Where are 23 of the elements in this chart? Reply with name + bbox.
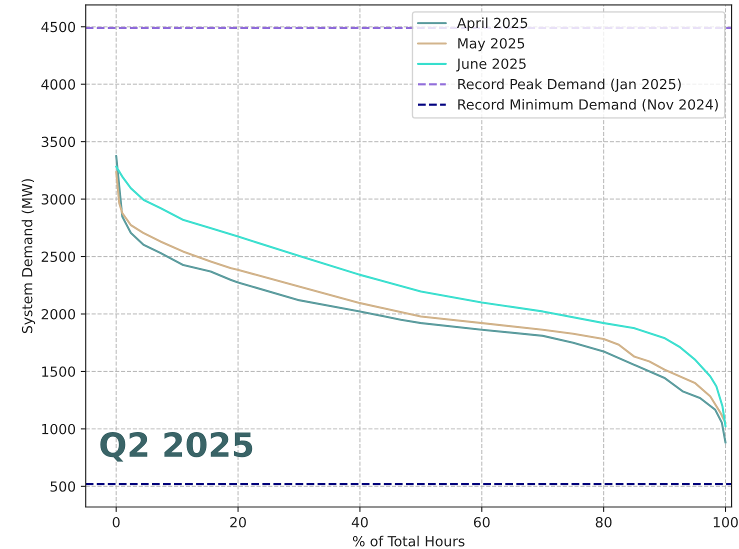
y-tick-label: 3000 — [42, 194, 76, 205]
x-axis-title: % of Total Hours — [352, 536, 464, 546]
y-tick-label: 3500 — [42, 136, 76, 148]
y-tick-label: 2000 — [42, 308, 76, 320]
y-axis-title: System Demand (MW) — [22, 179, 36, 334]
y-tick-label: 4000 — [41, 79, 76, 90]
annotation: Q2 2025 — [100, 432, 252, 462]
legend-label: June 2025 — [456, 58, 526, 72]
y-tick-label: 2500 — [42, 252, 76, 262]
x-tick-label: 40 — [352, 516, 368, 528]
y-tick-label: 1500 — [42, 366, 76, 377]
y-tick-label: 4500 — [41, 22, 76, 32]
legend-label: May 2025 — [458, 38, 524, 52]
x-tick-label: 100 — [714, 516, 738, 528]
y-tick-label: 500 — [50, 481, 76, 492]
x-tick-label: 60 — [474, 516, 490, 528]
x-tick-label: 0 — [112, 516, 120, 528]
legend-label: April 2025 — [457, 17, 528, 31]
x-tick-label: 80 — [596, 516, 612, 528]
y-tick-label: 1000 — [42, 424, 76, 434]
legend-label: Record Peak Demand (Jan 2025) — [458, 78, 681, 92]
legend-label: Record Minimum Demand (Nov 2024) — [458, 98, 718, 112]
x-tick-label: 20 — [230, 516, 246, 528]
